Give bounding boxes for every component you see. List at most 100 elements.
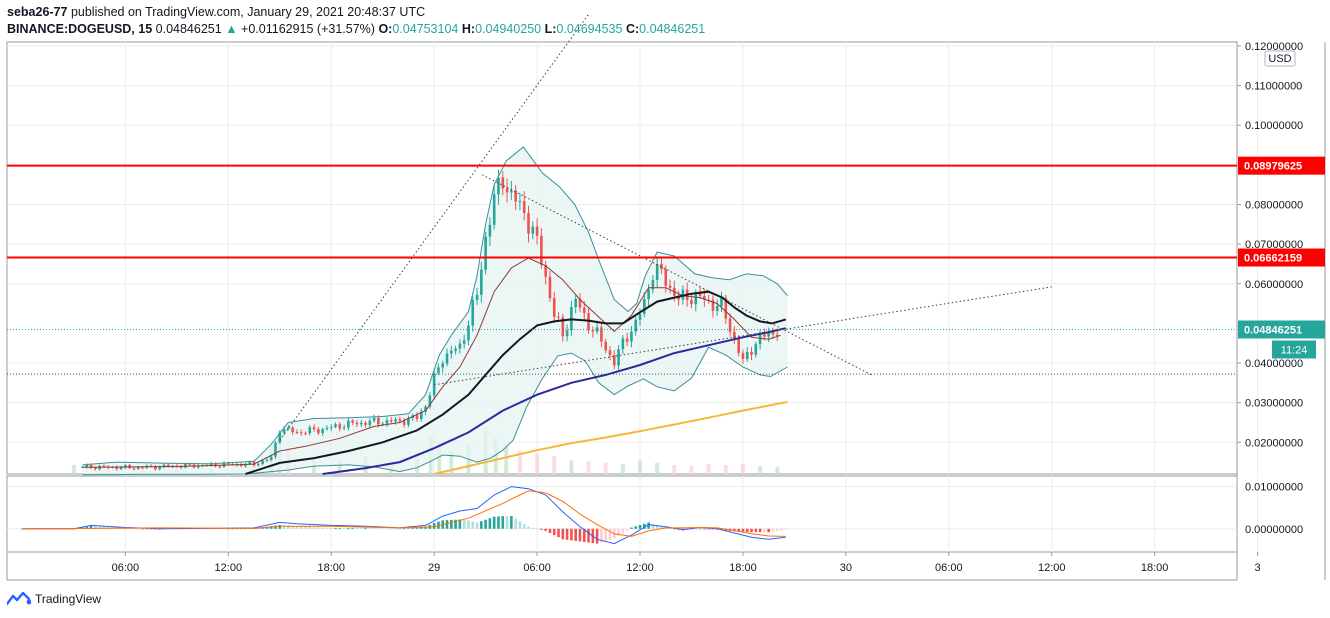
candle-body — [544, 264, 547, 277]
candle-body — [492, 194, 496, 225]
candle-body — [703, 296, 706, 300]
candle-body — [462, 340, 466, 344]
macd-histogram-bar — [454, 519, 457, 529]
volume-bar — [620, 463, 625, 474]
volume-bar — [37, 473, 42, 474]
volume-bar — [603, 462, 608, 474]
candle-body — [239, 464, 243, 467]
candle-body — [304, 433, 307, 435]
candle-body — [402, 421, 406, 425]
candle-body — [501, 177, 505, 189]
bollinger-upper-line — [82, 146, 788, 466]
macd-histogram-bar — [703, 528, 706, 530]
macd-tick-label: 0.00000000 — [1245, 524, 1303, 536]
candle-body — [432, 373, 436, 396]
bollinger-band-fill — [82, 147, 788, 475]
candle-body — [158, 466, 161, 470]
macd-histogram-bar — [94, 526, 97, 529]
open-value: 0.04753104 — [392, 22, 459, 36]
candle-body — [775, 334, 779, 337]
candle-body — [552, 298, 556, 317]
candle-body — [715, 306, 719, 311]
candle-body — [364, 422, 367, 426]
currency-label: USD — [1268, 53, 1291, 65]
time-tick-label: 12:00 — [1038, 562, 1066, 574]
candle-body — [329, 426, 333, 428]
macd-histogram-bar — [574, 528, 577, 541]
candle-body — [471, 300, 475, 326]
candle-body — [389, 420, 393, 422]
candle-body — [244, 463, 247, 467]
candle-body — [591, 330, 595, 332]
macd-histogram-bar — [643, 523, 646, 529]
macd-histogram-bar — [647, 522, 650, 529]
macd-histogram-bar — [321, 527, 324, 529]
macd-histogram-bar — [630, 527, 633, 529]
ma-50-line — [245, 290, 787, 475]
macd-histogram-bar — [582, 528, 586, 542]
macd-histogram-bar — [402, 528, 406, 530]
macd-histogram-bar — [578, 528, 582, 542]
volume-bar — [493, 437, 498, 474]
volume-bar — [638, 460, 643, 474]
candle-body — [115, 466, 119, 470]
macd-histogram-bar — [291, 525, 294, 529]
tradingview-brand[interactable]: TradingView — [35, 592, 102, 606]
macd-histogram-bar — [668, 528, 672, 529]
signal-line — [22, 490, 786, 537]
volume-bar — [758, 465, 763, 474]
macd-histogram-bar — [462, 519, 466, 529]
volume-bar — [655, 462, 660, 474]
publisher-name[interactable]: seba26-77 — [7, 5, 68, 19]
time-tick-label: 12:00 — [215, 562, 243, 574]
resistance-price-label: 0.08979625 — [1244, 161, 1302, 173]
macd-histogram-bar — [604, 528, 608, 542]
trendline — [481, 174, 872, 376]
candle-body — [582, 307, 586, 314]
candle-body — [595, 327, 599, 332]
candle-body — [450, 350, 453, 354]
last-price-label: 0.04846251 — [1244, 324, 1302, 336]
time-tick-label: 18:00 — [729, 562, 757, 574]
macd-histogram-bar — [458, 519, 462, 529]
macd-histogram-bar — [501, 516, 505, 529]
macd-histogram-bar — [484, 519, 487, 529]
candle-body — [497, 177, 500, 195]
low-label: L: — [544, 22, 557, 36]
candle-body — [179, 466, 183, 468]
resistance-price-tag — [1238, 156, 1325, 175]
trendline — [434, 286, 1052, 386]
price-tick-label: 0.12000000 — [1245, 41, 1303, 53]
candle-body — [522, 200, 526, 214]
macd-histogram-bar — [595, 528, 599, 544]
candle-body — [720, 297, 723, 307]
macd-histogram-bar — [471, 521, 475, 529]
volume-bar — [706, 463, 711, 474]
volume-bar — [775, 467, 780, 474]
candle-body — [565, 330, 569, 337]
macd-histogram-bar — [334, 527, 337, 529]
volume-bar — [689, 465, 694, 474]
macd-histogram-bar — [638, 524, 642, 529]
symbol-label[interactable]: BINANCE:DOGEUSD, 15 — [7, 22, 153, 36]
macd-histogram-bar — [548, 528, 552, 533]
candle-body — [737, 338, 740, 353]
macd-histogram-bar — [737, 528, 740, 532]
macd-histogram-bar — [214, 528, 217, 530]
candle-body — [668, 285, 672, 288]
candle-body — [166, 464, 170, 467]
candle-body — [287, 427, 290, 429]
candle-body — [574, 298, 577, 308]
volume-bar — [504, 446, 509, 474]
candle-body — [445, 353, 449, 364]
candle-body — [355, 422, 359, 425]
candle-body — [81, 466, 84, 468]
symbol-legend: BINANCE:DOGEUSD, 15 0.04846251 ▲ +0.0116… — [7, 22, 705, 36]
macd-histogram-bar — [557, 528, 560, 538]
time-tick-label: 06:00 — [935, 562, 963, 574]
macd-histogram-bar — [308, 526, 312, 529]
candle-body — [557, 316, 560, 318]
macd-histogram-bar — [364, 527, 367, 529]
macd-histogram-bar — [424, 527, 427, 529]
